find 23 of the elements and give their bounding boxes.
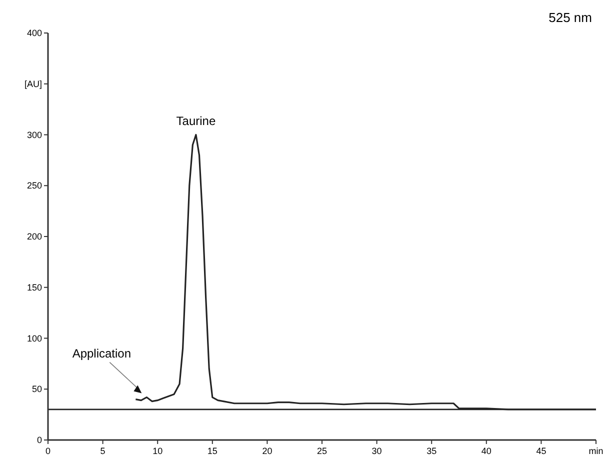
x-tick-label: 15 [207, 446, 218, 456]
y-tick-label: 50 [32, 384, 42, 394]
annotation: Taurine [176, 114, 216, 128]
chart-title: 525 nm [548, 10, 592, 25]
x-tick-label: min [588, 446, 604, 456]
y-tick-label: 250 [26, 180, 42, 191]
x-tick-label: 20 [262, 446, 272, 456]
x-tick-label: 40 [481, 446, 492, 456]
y-tick-label: 200 [26, 232, 42, 242]
y-tick-label: [AU] [24, 78, 42, 89]
x-tick-label: 0 [45, 446, 51, 456]
x-tick-label: 5 [100, 446, 106, 456]
y-tick-label: 0 [36, 435, 42, 445]
x-tick-label: 35 [426, 446, 437, 456]
y-tick-label: 400 [26, 28, 42, 38]
y-tick-label: 100 [26, 333, 42, 344]
y-tick-label: 300 [26, 130, 42, 140]
x-tick-label: 45 [536, 446, 546, 456]
annotation: Application [72, 346, 132, 360]
x-tick-label: 10 [152, 446, 163, 456]
x-tick-label: 30 [372, 446, 382, 456]
y-tick-label: 150 [26, 282, 42, 292]
x-tick-label: 25 [316, 446, 328, 456]
